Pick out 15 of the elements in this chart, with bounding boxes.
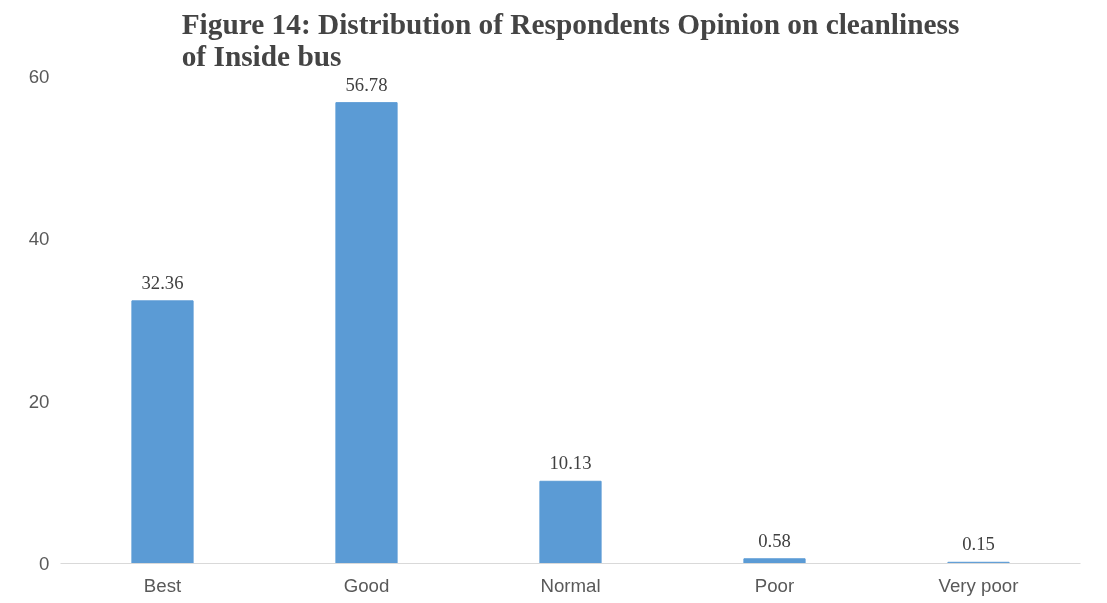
x-tick-label: Poor [754,574,795,596]
y-tick-label: 20 [28,390,50,412]
y-tick-label: 40 [28,228,50,250]
chart-title: Figure 14: Distribution of Respondents Opinion on cleanliness of Inside bus [181,7,960,72]
x-tick-label: Very poor [938,574,1019,596]
y-tick-label: 60 [28,66,50,87]
x-tick-label: Best [143,574,182,596]
data-label: 0.15 [962,533,995,555]
x-tick-label: Good [343,574,390,596]
x-tick-label: Normal [540,574,601,596]
data-label: 10.13 [549,452,592,474]
data-label: 56.78 [345,73,388,95]
data-label: 32.36 [141,271,184,293]
y-tick-label: 0 [39,553,50,574]
data-label: 0.58 [758,529,791,551]
